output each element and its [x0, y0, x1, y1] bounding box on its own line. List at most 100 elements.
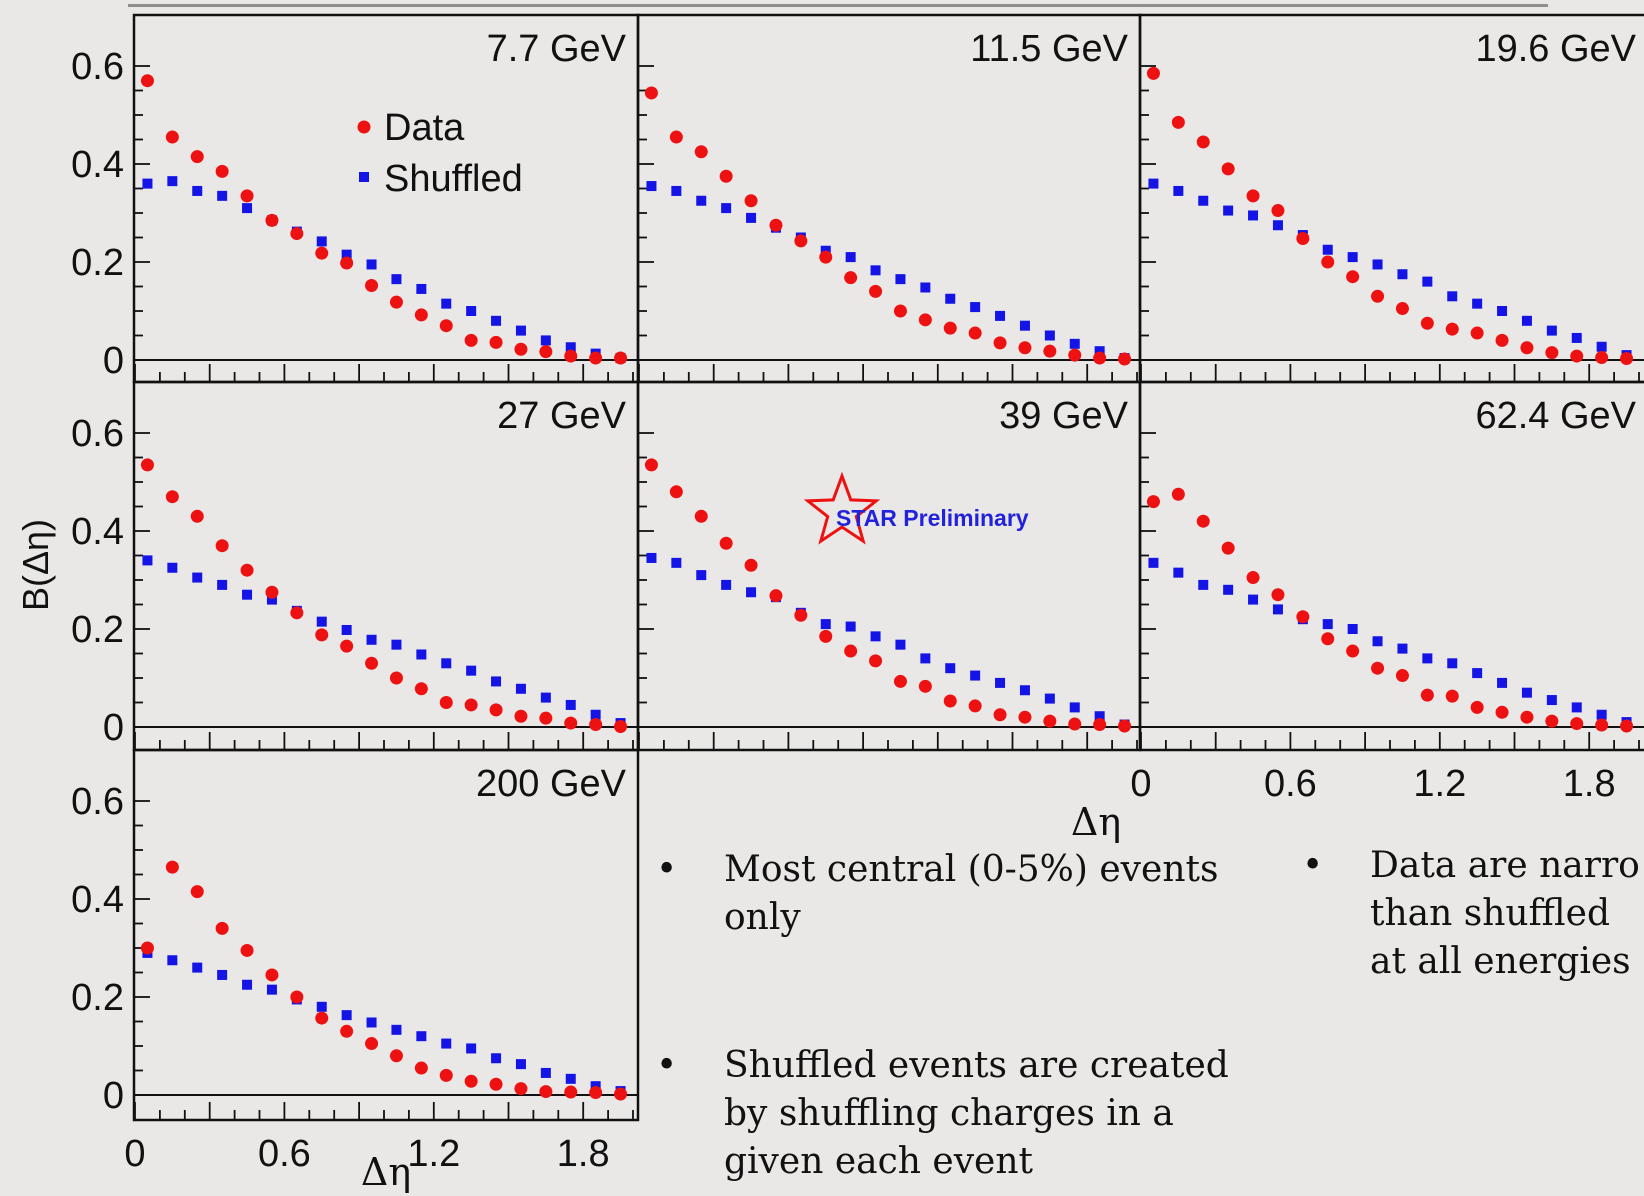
shuffled-point — [1397, 269, 1408, 280]
data-point — [265, 968, 279, 982]
data-point — [1470, 326, 1484, 340]
shuffled-point — [895, 639, 906, 650]
shuffled-point — [192, 572, 203, 583]
data-point — [564, 1085, 578, 1099]
data-point — [669, 485, 683, 499]
data-point — [968, 326, 982, 340]
shuffled-point — [167, 176, 178, 187]
shuffled-point — [845, 252, 856, 263]
data-point — [589, 351, 603, 365]
shuffled-point — [1248, 594, 1259, 605]
data-point — [1445, 322, 1459, 336]
shuffled-point — [970, 670, 981, 681]
data-point — [439, 696, 453, 709]
shuffled-point — [565, 1073, 576, 1084]
data-point — [844, 271, 858, 285]
shuffled-point — [441, 658, 452, 669]
shuffled-point — [441, 1038, 452, 1049]
data-point — [869, 284, 883, 298]
shuffled-point — [466, 1043, 477, 1054]
data-point — [968, 699, 982, 713]
shuffled-point — [441, 298, 452, 309]
data-point — [1271, 204, 1285, 218]
y-tick-label: 0.6 — [71, 413, 124, 455]
data-point — [340, 256, 354, 270]
data-point — [165, 860, 179, 874]
data-point — [514, 709, 528, 723]
panel-title: 19.6 GeV — [1475, 28, 1636, 70]
shuffled-point — [1472, 298, 1483, 309]
shuffled-point — [1223, 205, 1234, 216]
legend-shuffled-label: Shuffled — [384, 158, 523, 200]
y-tick-label: 0.6 — [71, 781, 124, 823]
data-point — [290, 990, 304, 1004]
shuffled-point — [1248, 210, 1259, 221]
data-point — [1221, 541, 1235, 555]
x-axis-label-middle: Δη — [1070, 800, 1122, 844]
data-point — [365, 656, 379, 670]
shuffled-point — [167, 562, 178, 573]
data-point — [1595, 351, 1609, 365]
shuffled-point — [970, 302, 981, 313]
panel-frame — [1138, 13, 1644, 384]
data-point — [1470, 700, 1484, 714]
data-point — [414, 308, 428, 322]
data-point — [1221, 162, 1235, 176]
data-point — [389, 295, 403, 309]
data-point — [1346, 270, 1360, 284]
x-axis-label-bottom: Δη — [360, 1150, 412, 1194]
shuffled-point — [540, 1067, 551, 1078]
data-point — [140, 74, 154, 88]
shuffled-point — [565, 699, 576, 710]
data-point — [365, 1037, 379, 1051]
data-point — [215, 921, 229, 935]
shuffled-point — [1546, 325, 1557, 336]
data-point — [794, 234, 808, 248]
y-tick-label: 0 — [103, 1075, 124, 1117]
panel-title: 39 GeV — [999, 395, 1129, 437]
shuffled-point — [491, 315, 502, 326]
data-point — [1346, 644, 1360, 658]
x-tick-label: 1.8 — [1563, 763, 1616, 805]
data-point — [1068, 717, 1082, 731]
data-point — [993, 708, 1007, 722]
data-point — [140, 941, 154, 955]
data-point — [1420, 316, 1434, 330]
shuffled-point — [945, 663, 956, 674]
data-point — [290, 227, 304, 241]
shuffled-point — [671, 185, 682, 196]
shuffled-point — [217, 190, 228, 201]
shuffled-point — [192, 962, 203, 973]
shuffled-point — [341, 624, 352, 635]
shuffled-point — [870, 631, 881, 642]
shuffled-point — [242, 979, 253, 990]
data-point — [794, 608, 808, 622]
data-point — [589, 1086, 603, 1100]
shuffled-point — [1347, 624, 1358, 634]
shuffled-point — [316, 616, 327, 627]
data-point — [719, 536, 733, 550]
data-point — [190, 509, 204, 523]
shuffled-point — [895, 274, 906, 285]
data-point — [1545, 714, 1559, 728]
bullet-central-events: • Most central (0-5%) events only — [656, 846, 1276, 956]
data-point — [1321, 255, 1335, 269]
data-point — [744, 558, 758, 572]
shuffled-point — [540, 692, 551, 703]
data-point — [340, 639, 354, 653]
legend-data-marker — [357, 120, 371, 134]
data-point — [1118, 352, 1132, 366]
data-point — [918, 679, 932, 693]
data-point — [589, 718, 603, 732]
data-point — [1570, 349, 1584, 363]
data-point — [1018, 341, 1032, 355]
shuffled-point — [1148, 557, 1159, 568]
shuffled-point — [870, 265, 881, 276]
shuffled-point — [416, 1031, 427, 1042]
shuffled-point — [491, 676, 502, 687]
data-point — [489, 1077, 503, 1091]
bullet-shuffled-events: • Shuffled events are created by shuffli… — [656, 1042, 1296, 1192]
data-point — [514, 342, 528, 356]
star-logo-icon — [803, 471, 881, 545]
data-point — [1246, 571, 1260, 585]
